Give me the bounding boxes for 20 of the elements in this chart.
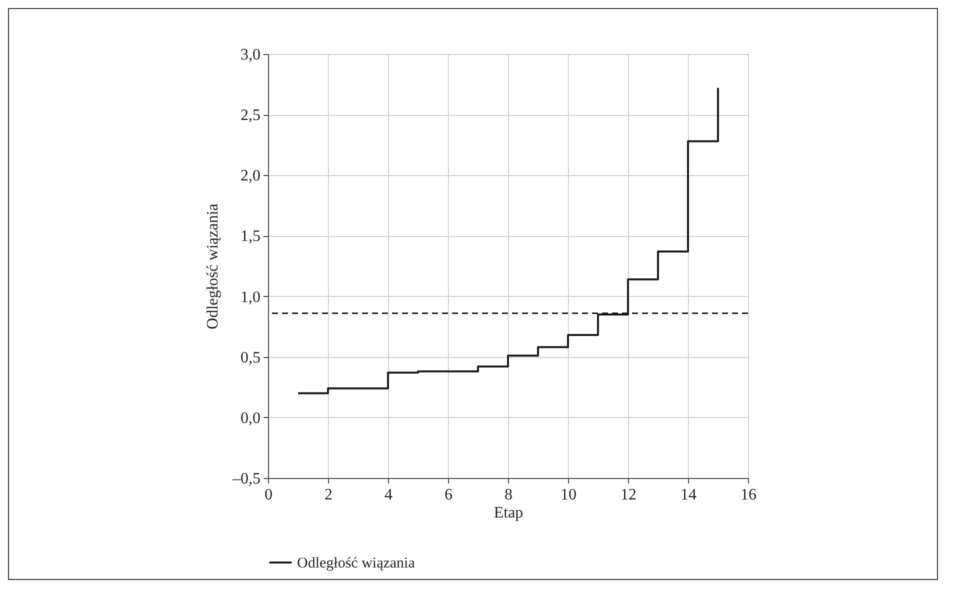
legend-label: Odległość wiązania: [297, 556, 416, 572]
x-tick-label: 2: [324, 486, 332, 504]
y-tick-label: 0,5: [240, 349, 260, 366]
x-tick-label: 6: [444, 486, 452, 504]
y-tick-label: 0,0: [240, 410, 260, 427]
y-tick-label: 2,5: [240, 107, 260, 124]
x-tick-label: 14: [680, 486, 696, 504]
x-tick-label: 16: [740, 486, 756, 504]
x-tick-label: 4: [384, 486, 392, 504]
y-tick-label: –0,5: [232, 470, 260, 488]
y-axis-title: Odległość wiązania: [204, 204, 222, 330]
x-axis-title: Etap: [494, 504, 524, 522]
x-tick-label: 0: [264, 486, 272, 504]
y-tick-label: 2,0: [240, 168, 260, 185]
x-tick-label: 12: [620, 486, 636, 504]
x-tick-label: 8: [504, 486, 512, 504]
y-tick-label: 3,0: [240, 46, 260, 64]
x-tick-label: 10: [560, 486, 576, 504]
y-tick-label: 1,0: [240, 288, 260, 306]
y-tick-label: 1,5: [240, 228, 260, 246]
